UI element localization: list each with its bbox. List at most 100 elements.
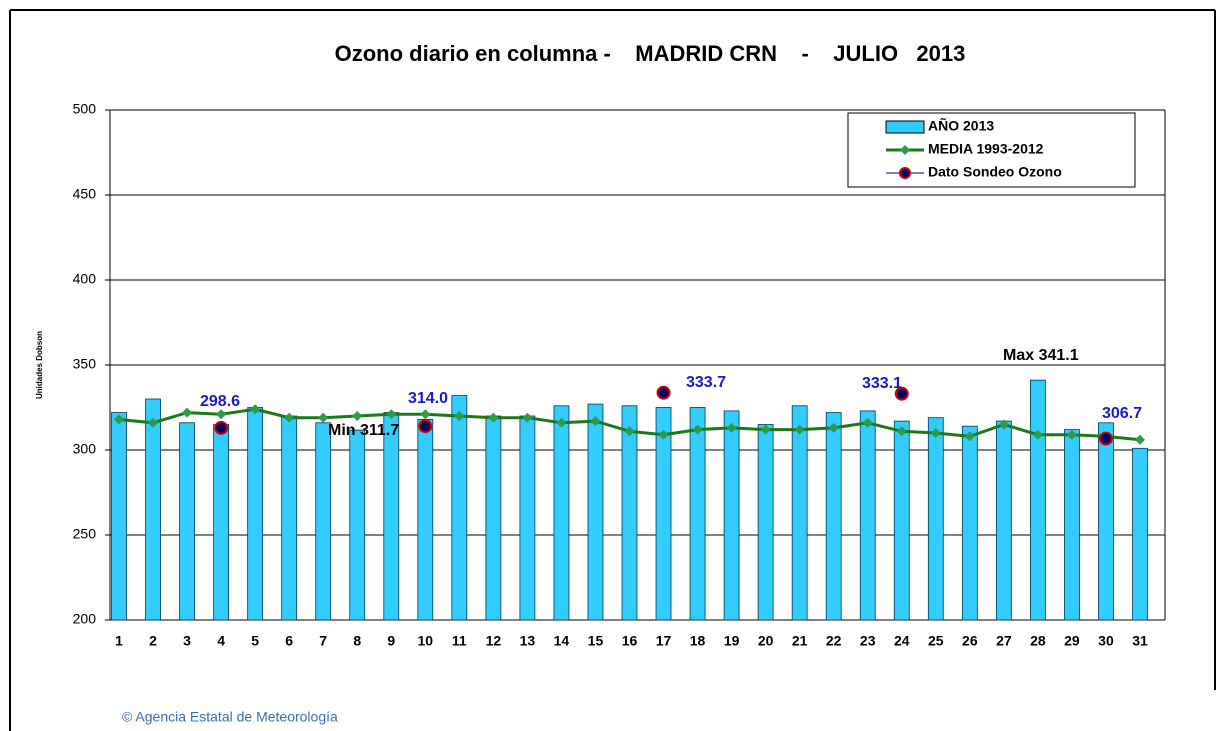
marker — [148, 417, 159, 428]
marker — [624, 426, 635, 437]
x-tick-label: 10 — [418, 633, 434, 649]
x-tick-label: 5 — [251, 633, 259, 649]
bar — [1064, 429, 1080, 621]
x-tick-label: 2 — [149, 633, 157, 649]
bar — [927, 417, 944, 621]
x-tick-label: 8 — [353, 633, 361, 649]
x-tick-label: 14 — [554, 633, 570, 649]
y-tick-label: 200 — [73, 611, 97, 627]
marker — [726, 422, 737, 433]
legend-swatch — [885, 120, 925, 134]
x-tick-label: 20 — [758, 633, 774, 649]
legend-label: Dato Sondeo Ozono — [928, 164, 1062, 180]
bar — [859, 410, 876, 621]
x-tick-label: 13 — [520, 633, 536, 649]
bar — [689, 407, 706, 621]
sonde-point — [418, 419, 433, 434]
x-tick-label: 3 — [183, 633, 191, 649]
bar — [1132, 447, 1148, 621]
x-tick-label: 23 — [860, 633, 876, 649]
y-tick-label: 300 — [73, 441, 97, 457]
sonde-point — [656, 385, 671, 400]
bar — [1098, 422, 1114, 621]
x-tick-label: 4 — [217, 633, 225, 649]
marker — [1032, 429, 1043, 440]
marker — [692, 424, 703, 435]
x-tick-label: 7 — [319, 633, 327, 649]
bar — [179, 422, 195, 621]
x-tick-label: 6 — [285, 633, 293, 649]
marker — [250, 404, 261, 415]
bar — [349, 429, 366, 621]
marker — [454, 411, 465, 421]
marker — [590, 416, 601, 427]
marker — [488, 412, 499, 423]
bar — [757, 424, 774, 621]
marker — [964, 431, 975, 442]
x-tick-label: 28 — [1030, 633, 1046, 649]
x-tick-label: 18 — [690, 633, 706, 649]
bar — [825, 412, 842, 621]
annotation: Min 311.7 — [328, 422, 399, 439]
bar — [451, 395, 468, 621]
marker — [828, 422, 839, 433]
x-tick-label: 26 — [962, 633, 978, 649]
bar — [655, 407, 672, 621]
x-tick-label: 19 — [724, 633, 740, 649]
bar — [791, 405, 808, 621]
x-tick-label: 11 — [452, 633, 467, 649]
marker — [658, 429, 669, 440]
marker — [896, 426, 907, 437]
x-tick-label: 24 — [894, 633, 910, 649]
bar — [145, 398, 161, 621]
bar — [553, 405, 570, 621]
sonde-point — [1098, 431, 1113, 446]
x-tick-label: 16 — [622, 633, 638, 649]
bar — [621, 405, 638, 621]
bar — [417, 418, 434, 621]
annotation: Max 341.1 — [1003, 347, 1079, 364]
y-tick-label: 500 — [73, 101, 97, 117]
bar — [315, 422, 332, 621]
annotation: 306.7 — [1102, 405, 1142, 422]
marker — [522, 412, 533, 423]
bar — [519, 415, 536, 621]
bar — [485, 415, 502, 621]
marker — [1066, 429, 1077, 440]
x-tick-label: 17 — [656, 633, 672, 649]
annotation: 298.6 — [200, 393, 240, 410]
marker — [556, 417, 567, 428]
x-tick-label: 1 — [115, 633, 123, 649]
bar — [247, 407, 264, 621]
x-tick-label: 27 — [996, 633, 1012, 649]
y-tick-label: 400 — [73, 271, 97, 287]
chart-title: Ozono diario en columna - MADRID CRN - J… — [335, 41, 966, 66]
bar — [893, 420, 910, 621]
legend-swatch — [899, 167, 911, 179]
legend-label: AÑO 2013 — [928, 117, 994, 134]
marker — [420, 409, 431, 420]
x-tick-label: 29 — [1064, 633, 1080, 649]
marker — [318, 412, 329, 423]
legend-label: MEDIA 1993-2012 — [928, 141, 1044, 157]
sonde-point — [214, 420, 229, 435]
y-axis-label: Unidades Dobson — [35, 331, 44, 399]
annotation: 333.7 — [686, 374, 726, 391]
annotation: 333.1 — [862, 375, 902, 392]
bar — [995, 420, 1012, 621]
annotation: 314.0 — [408, 390, 448, 407]
y-tick-label: 250 — [73, 526, 97, 542]
marker — [930, 428, 941, 438]
y-tick-label: 350 — [73, 356, 97, 372]
x-tick-label: 21 — [792, 633, 808, 649]
marker — [182, 407, 193, 418]
marker — [352, 411, 363, 421]
marker — [216, 409, 227, 420]
bar — [723, 410, 740, 621]
bar — [213, 424, 230, 621]
legend-swatch — [900, 145, 910, 155]
marker — [386, 409, 397, 420]
x-tick-label: 22 — [826, 633, 842, 649]
marker — [284, 412, 295, 423]
bar — [1030, 379, 1046, 621]
